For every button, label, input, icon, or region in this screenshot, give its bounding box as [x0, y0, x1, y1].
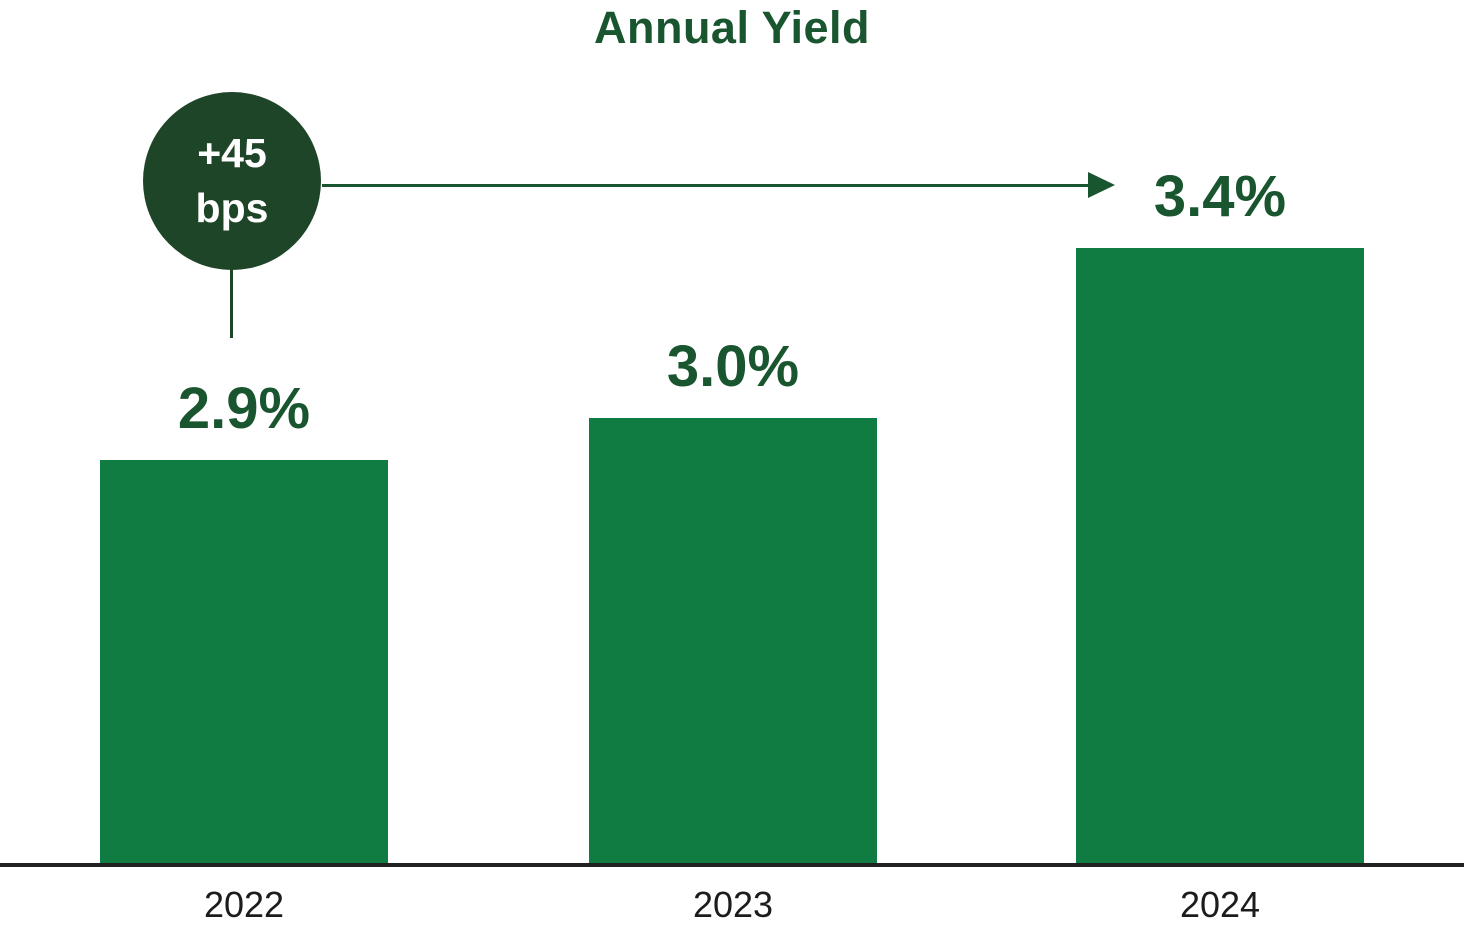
- delta-badge-value: +45: [197, 130, 267, 176]
- x-tick-2024: 2024: [1179, 884, 1261, 925]
- badge-arrowhead-icon: [1088, 172, 1115, 198]
- bar-value-label-2023: 3.0%: [666, 334, 800, 399]
- delta-badge: +45 bps: [143, 92, 321, 270]
- chart-title: Annual Yield: [593, 2, 871, 53]
- bar-2022: [100, 460, 388, 864]
- bar-value-label-2024: 3.4%: [1153, 164, 1287, 229]
- bar-2024: [1076, 248, 1364, 864]
- bar-value-label-2022: 2.9%: [177, 376, 311, 441]
- bar-2023: [589, 418, 877, 864]
- bar-group-2022: 2.9%: [100, 380, 388, 864]
- delta-badge-unit: bps: [195, 185, 269, 231]
- badge-connector-line: [230, 268, 233, 338]
- x-tick-2022: 2022: [203, 884, 285, 925]
- x-tick-2023: 2023: [692, 884, 774, 925]
- x-axis-line: [0, 863, 1464, 867]
- bar-group-2023: 3.0%: [589, 338, 877, 864]
- bar-group-2024: 3.4%: [1076, 168, 1364, 864]
- badge-arrow-line: [322, 184, 1090, 187]
